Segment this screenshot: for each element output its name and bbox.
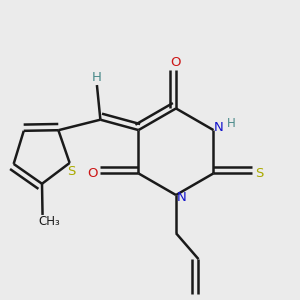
Text: H: H xyxy=(227,117,236,130)
Text: S: S xyxy=(255,167,263,180)
Text: O: O xyxy=(88,167,98,180)
Text: S: S xyxy=(67,165,76,178)
Text: CH₃: CH₃ xyxy=(39,215,60,228)
Text: N: N xyxy=(214,121,224,134)
Text: O: O xyxy=(171,56,181,69)
Text: N: N xyxy=(176,191,186,204)
Text: H: H xyxy=(92,71,102,84)
